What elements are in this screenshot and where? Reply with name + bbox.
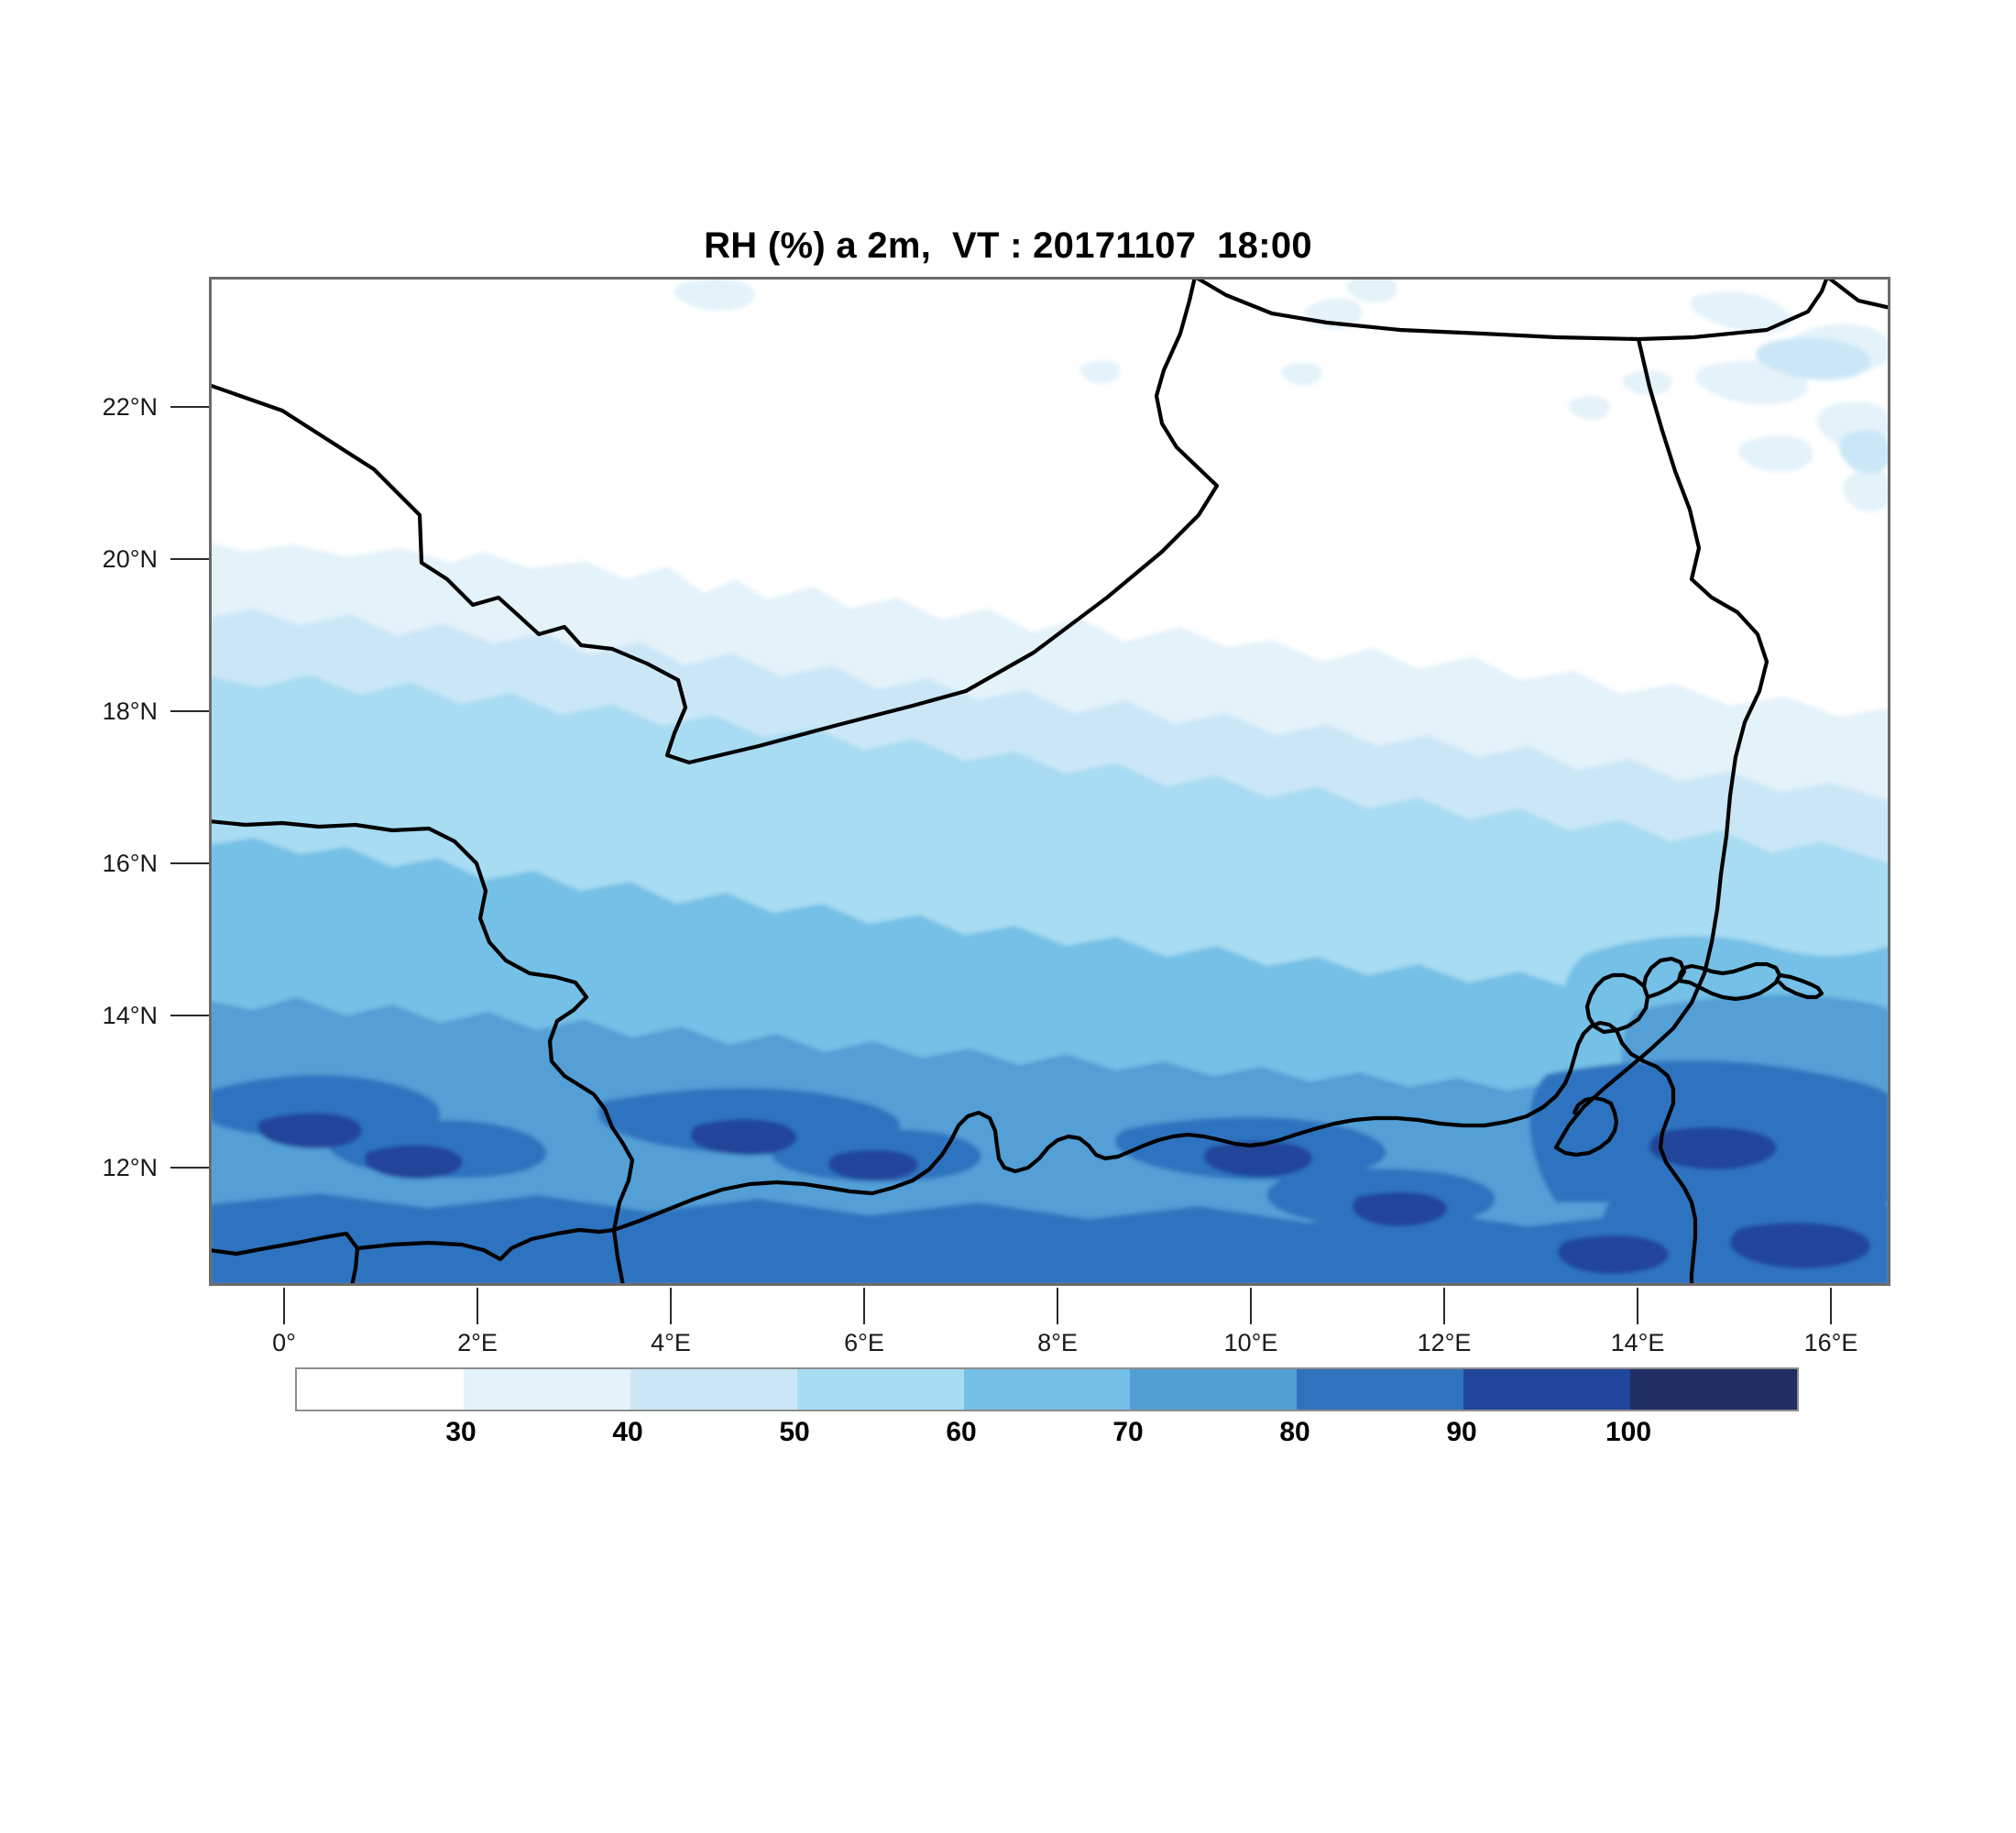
colorbar-swatch-40-50 (630, 1369, 797, 1410)
xtick-label-12E: 12°E (1417, 1329, 1472, 1356)
ytick-mark-14N (170, 1015, 209, 1016)
country-borders-layer (212, 280, 1888, 1283)
ytick-mark-22N (170, 406, 209, 408)
colorbar-label-60: 60 (946, 1417, 977, 1447)
colorbar-label-70: 70 (1112, 1417, 1144, 1447)
xtick-label-0: 0° (272, 1329, 296, 1356)
xtick-mark-4E (670, 1288, 672, 1324)
colorbar-swatch-70-80 (1130, 1369, 1298, 1410)
colorbar-swatch-20-30 (297, 1369, 464, 1410)
colorbar-label-80: 80 (1279, 1417, 1310, 1447)
ytick-mark-20N (170, 558, 209, 560)
xtick-mark-8E (1057, 1288, 1058, 1324)
relative-humidity-contour-map (212, 280, 1888, 1283)
ytick-mark-16N (170, 862, 209, 864)
colorbar-swatch-80-90 (1297, 1369, 1464, 1410)
xtick-mark-0 (283, 1288, 285, 1324)
contour-fill-layer (212, 280, 1888, 1283)
colorbar-label-90: 90 (1446, 1417, 1477, 1447)
xtick-label-6E: 6°E (844, 1329, 884, 1356)
xtick-mark-16E (1830, 1288, 1832, 1324)
xtick-mark-6E (863, 1288, 865, 1324)
xtick-label-14E: 14°E (1610, 1329, 1665, 1356)
ytick-mark-18N (170, 710, 209, 712)
xtick-label-8E: 8°E (1037, 1329, 1078, 1356)
page-title: RH (%) a 2m, VT : 20171107 18:00 (704, 225, 1312, 266)
xtick-mark-10E (1250, 1288, 1252, 1324)
xtick-mark-12E (1443, 1288, 1445, 1324)
colorbar-label-30: 30 (445, 1417, 477, 1447)
ytick-label-16N: 16°N (102, 850, 158, 877)
colorbar-swatch-50-60 (796, 1369, 964, 1410)
ytick-label-20N: 20°N (102, 545, 158, 573)
ytick-label-18N: 18°N (102, 697, 158, 725)
xtick-label-2E: 2°E (457, 1329, 498, 1356)
ytick-label-14N: 14°N (102, 1002, 158, 1029)
colorbar-swatch-60-70 (963, 1369, 1131, 1410)
xtick-label-16E: 16°E (1803, 1329, 1858, 1356)
contour-band-90-100 (257, 1113, 1871, 1275)
colorbar-swatch-100-110 (1630, 1369, 1798, 1410)
xtick-label-10E: 10°E (1223, 1329, 1278, 1356)
colorbar-label-50: 50 (779, 1417, 810, 1447)
ytick-label-22N: 22°N (102, 393, 158, 421)
colorbar[interactable] (295, 1367, 1799, 1411)
map-plot-area[interactable] (209, 277, 1890, 1286)
xtick-mark-14E (1637, 1288, 1638, 1324)
ytick-label-12N: 12°N (102, 1154, 158, 1181)
colorbar-label-100: 100 (1605, 1417, 1652, 1447)
xtick-mark-2E (477, 1288, 478, 1324)
colorbar-swatch-90-100 (1463, 1369, 1631, 1410)
colorbar-swatch-30-40 (463, 1369, 630, 1410)
ytick-mark-12N (170, 1167, 209, 1169)
colorbar-label-40: 40 (612, 1417, 643, 1447)
xtick-label-4E: 4°E (651, 1329, 691, 1356)
